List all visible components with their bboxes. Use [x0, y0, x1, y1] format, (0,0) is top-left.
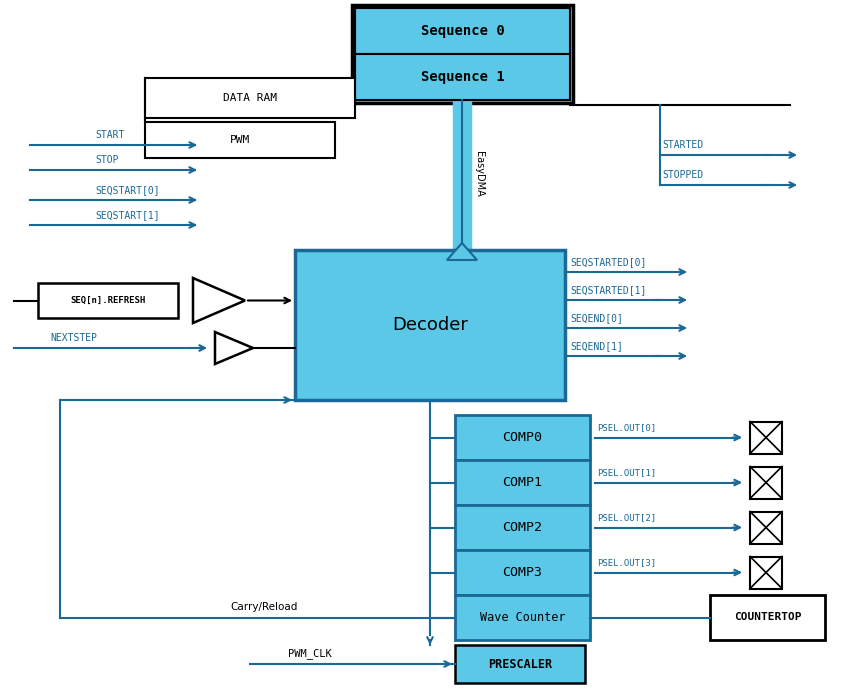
Bar — [750, 466, 782, 498]
Bar — [455, 460, 590, 505]
Text: Sequence 1: Sequence 1 — [421, 70, 504, 84]
Bar — [355, 8, 570, 54]
Bar — [750, 511, 782, 544]
Text: PRESCALER: PRESCALER — [488, 658, 552, 670]
Bar — [352, 5, 573, 103]
Bar — [750, 422, 782, 453]
Text: STARTED: STARTED — [662, 140, 703, 150]
Text: COMP1: COMP1 — [502, 476, 542, 489]
Bar — [455, 415, 590, 460]
Text: SEQSTARTED[1]: SEQSTARTED[1] — [570, 285, 646, 295]
Text: SEQSTART[0]: SEQSTART[0] — [95, 185, 159, 195]
Text: PWM_CLK: PWM_CLK — [288, 648, 332, 659]
Polygon shape — [447, 243, 477, 260]
Polygon shape — [193, 278, 245, 323]
Text: COUNTERTOP: COUNTERTOP — [734, 612, 801, 623]
Bar — [38, 283, 178, 318]
Text: Wave Counter: Wave Counter — [479, 611, 565, 624]
Bar — [750, 556, 782, 589]
Polygon shape — [215, 332, 253, 364]
Text: PWM: PWM — [230, 135, 250, 145]
Bar — [710, 595, 825, 640]
Text: STOP: STOP — [95, 155, 119, 165]
Text: PSEL.OUT[2]: PSEL.OUT[2] — [597, 513, 656, 522]
Text: DATA RAM: DATA RAM — [223, 93, 277, 103]
Bar — [145, 78, 355, 118]
Text: PSEL.OUT[0]: PSEL.OUT[0] — [597, 424, 656, 433]
Text: COMP0: COMP0 — [502, 431, 542, 444]
Bar — [355, 54, 570, 100]
Text: COMP2: COMP2 — [502, 521, 542, 534]
Text: NEXTSTEP: NEXTSTEP — [50, 333, 97, 343]
Bar — [455, 595, 590, 640]
Text: SEQSTARTED[0]: SEQSTARTED[0] — [570, 257, 646, 267]
Text: START: START — [95, 130, 125, 140]
Text: Decoder: Decoder — [392, 316, 468, 334]
Bar — [455, 505, 590, 550]
Bar — [455, 550, 590, 595]
Text: SEQ[n].REFRESH: SEQ[n].REFRESH — [70, 296, 146, 305]
Text: SEQEND[0]: SEQEND[0] — [570, 313, 623, 323]
Text: PSEL.OUT[1]: PSEL.OUT[1] — [597, 468, 656, 477]
Text: STOPPED: STOPPED — [662, 170, 703, 180]
Text: Carry/Reload: Carry/Reload — [230, 603, 297, 612]
Text: Sequence 0: Sequence 0 — [421, 24, 504, 38]
Bar — [455, 645, 585, 683]
Text: PSEL.OUT[3]: PSEL.OUT[3] — [597, 558, 656, 567]
Text: EasyDMA: EasyDMA — [474, 151, 484, 197]
Text: SEQEND[1]: SEQEND[1] — [570, 341, 623, 351]
Bar — [145, 122, 335, 158]
Bar — [295, 250, 565, 400]
Text: COMP3: COMP3 — [502, 566, 542, 579]
Text: SEQSTART[1]: SEQSTART[1] — [95, 210, 159, 220]
